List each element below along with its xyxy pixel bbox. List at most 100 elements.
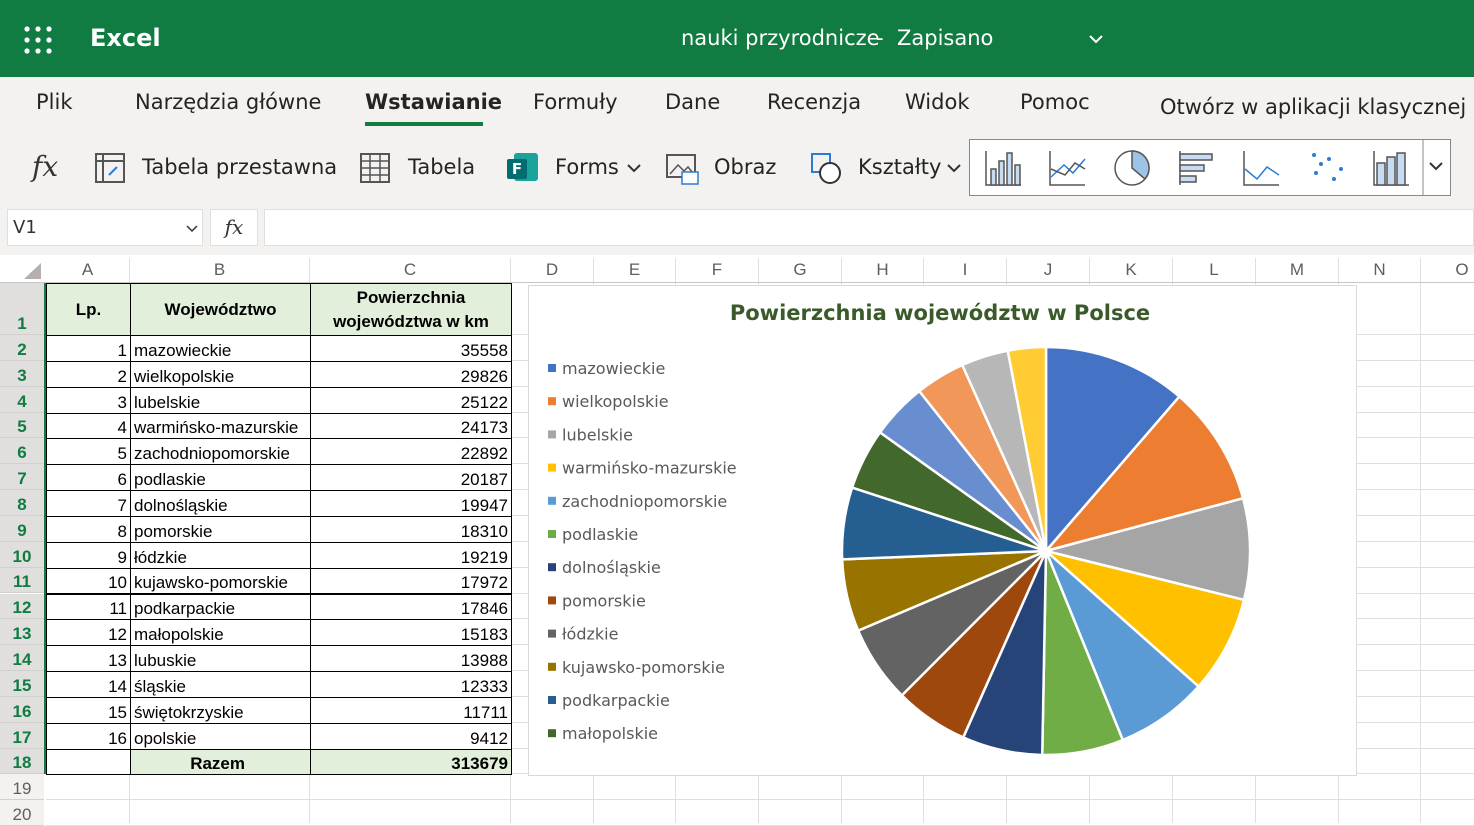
table-cell-area: 11711 bbox=[310, 696, 512, 724]
table-cell-index: 7 bbox=[46, 490, 131, 517]
column-header: G bbox=[759, 258, 842, 282]
table-header-cell: Województwo bbox=[130, 283, 311, 336]
legend-label: pomorskie bbox=[562, 591, 646, 610]
title-chevron[interactable] bbox=[1088, 33, 1104, 45]
legend-swatch bbox=[548, 662, 556, 671]
select-all[interactable] bbox=[22, 262, 42, 280]
legend-swatch bbox=[548, 629, 556, 638]
row-header: 20 bbox=[0, 800, 44, 826]
table-cell-index: 1 bbox=[46, 335, 131, 362]
row-header: 9 bbox=[0, 515, 44, 542]
legend-label: kujawsko-pomorskie bbox=[562, 658, 725, 677]
table-cell-name: dolnośląskie bbox=[130, 490, 311, 517]
column-header: E bbox=[594, 258, 676, 282]
table-cell-index: 10 bbox=[46, 567, 131, 595]
legend-label: dolnośląskie bbox=[562, 558, 661, 577]
column-header: L bbox=[1173, 258, 1256, 282]
legend-label: podkarpackie bbox=[562, 691, 670, 710]
row-header: 11 bbox=[0, 567, 44, 594]
table-cell-index: 5 bbox=[46, 438, 131, 466]
legend-label: wielkopolskie bbox=[562, 392, 669, 411]
ribbon-button[interactable]: Tabela przestawna bbox=[142, 155, 338, 179]
table-cell-name: zachodniopomorskie bbox=[130, 438, 311, 466]
row-header: 2 bbox=[0, 335, 44, 361]
app-name[interactable]: Excel bbox=[90, 24, 161, 52]
fx-icon: fx bbox=[32, 150, 59, 183]
shapes-chevron[interactable] bbox=[946, 162, 962, 174]
table-cell-empty bbox=[46, 748, 131, 776]
pie-slice bbox=[1042, 394, 1245, 554]
table-cell-index: 12 bbox=[46, 619, 131, 647]
name-box[interactable]: V1 bbox=[7, 209, 203, 246]
menu-tab[interactable]: Narzędzia główne bbox=[135, 90, 322, 114]
top-bar: Excel nauki przyrodnicze - Zapisano bbox=[0, 0, 1474, 77]
row-header: 6 bbox=[0, 438, 44, 465]
row-header: 16 bbox=[0, 696, 44, 723]
doc-name[interactable]: nauki przyrodnicze bbox=[681, 26, 880, 50]
menu-tab[interactable]: Plik bbox=[36, 90, 73, 114]
ribbon-button[interactable]: Kształty bbox=[858, 155, 942, 179]
menu-tab[interactable]: Wstawianie bbox=[365, 90, 503, 114]
legend-swatch bbox=[548, 430, 556, 439]
row-header: 4 bbox=[0, 386, 44, 413]
pie-slice bbox=[1045, 496, 1252, 602]
table-cell-area: 15183 bbox=[310, 619, 512, 647]
table-cell-index: 15 bbox=[46, 696, 131, 724]
legend: mazowieckie wielkopolskie lubelskie warmińs… bbox=[548, 359, 737, 743]
table-cell-name: wielkopolskie bbox=[130, 360, 311, 388]
row-header: 7 bbox=[0, 464, 44, 491]
table-total-value: 313679 bbox=[310, 748, 512, 776]
table-cell-name: łódzkie bbox=[130, 541, 311, 569]
row-header: 19 bbox=[0, 774, 44, 801]
open-desktop[interactable]: Otwórz w aplikacji klasycznej bbox=[1160, 95, 1467, 119]
legend-swatch bbox=[548, 596, 556, 605]
menu-tab[interactable]: Recenzja bbox=[767, 90, 862, 114]
row-header: 10 bbox=[0, 541, 44, 568]
table-cell-area: 20187 bbox=[310, 464, 512, 492]
table-cell-area: 9412 bbox=[310, 722, 512, 750]
table-cell-index: 3 bbox=[46, 386, 131, 414]
table-cell-area: 24173 bbox=[310, 412, 512, 440]
formula-input[interactable] bbox=[264, 209, 1474, 246]
legend-label: warmińsko-mazurskie bbox=[562, 459, 737, 478]
separator: - bbox=[876, 26, 884, 50]
menu-tab[interactable]: Pomoc bbox=[1020, 90, 1090, 114]
row-header: 12 bbox=[0, 593, 44, 620]
column-header: M bbox=[1256, 258, 1339, 282]
table-cell-name: małopolskie bbox=[130, 619, 311, 647]
column-header: D bbox=[511, 258, 594, 282]
ribbon-button[interactable]: Obraz bbox=[714, 155, 777, 179]
column-header: K bbox=[1090, 258, 1173, 282]
app-launcher[interactable] bbox=[24, 26, 52, 54]
ribbon-button[interactable]: Tabela bbox=[408, 155, 476, 179]
forms-chevron[interactable] bbox=[626, 162, 642, 174]
chart[interactable]: Powierzchnia województw w Polsce mazowiec… bbox=[528, 285, 1357, 776]
legend-swatch bbox=[548, 530, 556, 538]
menu-tab[interactable]: Formuły bbox=[533, 90, 618, 114]
table-cell-name: lubelskie bbox=[130, 386, 311, 414]
table-header-cell: Powierzchnia województwa w km bbox=[310, 283, 512, 336]
fx-button[interactable]: fx bbox=[210, 209, 258, 246]
column-header: N bbox=[1339, 258, 1421, 282]
menu-tab[interactable]: Widok bbox=[905, 90, 970, 114]
table-cell-area: 22892 bbox=[310, 438, 512, 466]
legend-label: lubelskie bbox=[562, 425, 633, 444]
column-header: B bbox=[130, 258, 310, 282]
table-cell-area: 13988 bbox=[310, 645, 512, 673]
legend-swatch bbox=[548, 729, 556, 738]
menu-tab[interactable]: Dane bbox=[665, 90, 721, 114]
name-box-chevron[interactable] bbox=[186, 224, 198, 233]
active-tab-underline bbox=[365, 122, 483, 126]
table-cell-index: 2 bbox=[46, 360, 131, 388]
table-total-label: Razem bbox=[130, 748, 311, 776]
table-cell-area: 17846 bbox=[310, 593, 512, 621]
column-header: A bbox=[46, 258, 130, 282]
table-cell-name: podlaskie bbox=[130, 464, 311, 492]
row-header: 3 bbox=[0, 360, 44, 387]
legend-swatch bbox=[548, 496, 556, 505]
ribbon-button[interactable]: Forms bbox=[555, 155, 619, 179]
table-cell-area: 29826 bbox=[310, 360, 512, 388]
row-header: 14 bbox=[0, 645, 44, 672]
legend-label: zachodniopomorskie bbox=[562, 492, 727, 511]
table-cell-name: śląskie bbox=[130, 671, 311, 698]
